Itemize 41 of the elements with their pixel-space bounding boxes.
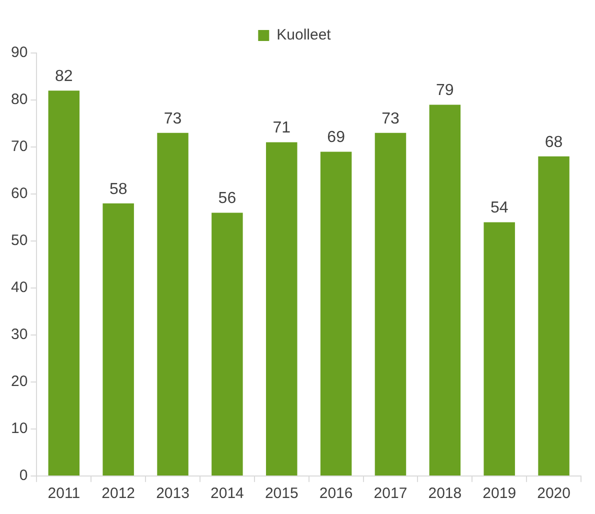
y-tick-label: 70 <box>10 138 28 156</box>
bar <box>102 203 134 476</box>
bar <box>429 104 461 476</box>
data-label: 69 <box>327 129 346 146</box>
bar <box>48 90 80 476</box>
bar <box>374 132 406 476</box>
x-tick-label: 2019 <box>482 485 516 502</box>
data-label: 68 <box>544 134 563 151</box>
bar <box>212 212 243 476</box>
x-tick-label: 2015 <box>264 485 298 502</box>
x-tick-label: 2016 <box>319 485 353 502</box>
data-label: 54 <box>490 200 508 217</box>
bar <box>266 142 298 476</box>
y-tick-label: 10 <box>10 420 28 438</box>
y-tick-label: 0 <box>19 467 28 484</box>
y-tick-label: 60 <box>10 185 28 202</box>
y-tick-label: 50 <box>10 232 28 250</box>
x-tick-label: 2011 <box>48 485 80 502</box>
data-label: 79 <box>436 82 454 100</box>
data-label: 71 <box>272 120 291 137</box>
bar <box>538 156 570 476</box>
y-tick-label: 20 <box>10 373 28 390</box>
data-label: 82 <box>55 68 73 86</box>
data-label: 58 <box>109 180 128 198</box>
y-tick-label: 90 <box>10 44 28 62</box>
y-tick-label: 80 <box>10 91 28 108</box>
y-tick-label: 30 <box>10 326 28 344</box>
x-tick-label: 2012 <box>102 485 136 502</box>
legend-label: Kuolleet <box>276 26 332 44</box>
y-tick-label: 40 <box>10 279 28 296</box>
x-tick-label: 2013 <box>156 485 190 502</box>
bar <box>157 132 188 476</box>
data-label: 56 <box>218 190 236 208</box>
bar <box>484 222 515 476</box>
bar <box>320 152 352 476</box>
x-tick-label: 2017 <box>374 485 408 502</box>
x-tick-label: 2018 <box>428 485 462 502</box>
data-label: 73 <box>164 110 182 128</box>
data-label: 73 <box>382 110 400 128</box>
x-tick-label: 2014 <box>210 485 244 502</box>
x-tick-label: 2020 <box>537 485 570 502</box>
